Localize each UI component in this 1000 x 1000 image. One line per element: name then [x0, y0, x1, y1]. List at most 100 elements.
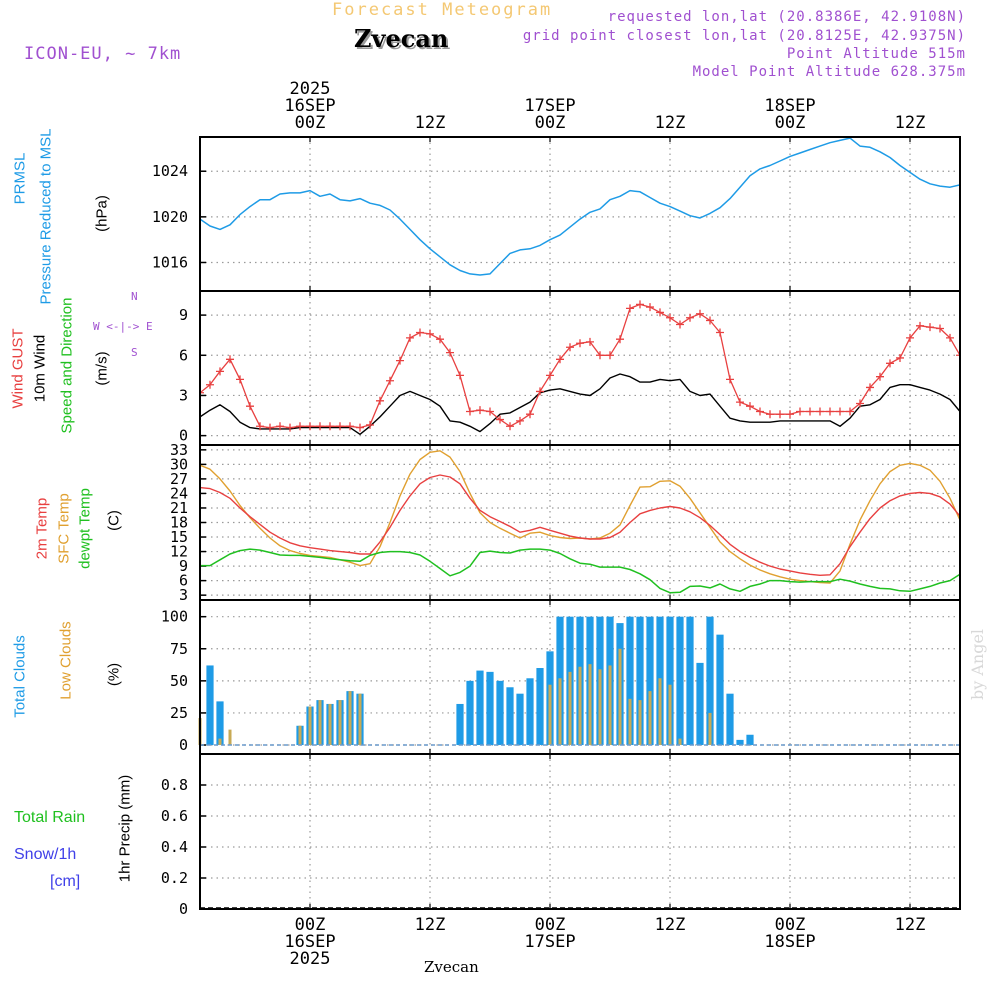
y-tick-label: 1024	[152, 162, 188, 180]
y-tick-label: 18	[170, 514, 188, 532]
total-cloud-bar	[516, 693, 524, 746]
rain-legend: Total Rain	[14, 809, 86, 826]
gust-marker	[686, 313, 694, 322]
low-cloud-bar	[638, 700, 642, 746]
gust-marker	[200, 388, 204, 397]
total-cloud-bar	[666, 616, 674, 746]
gust-marker	[316, 422, 324, 431]
y-tick-label: 27	[170, 470, 188, 488]
y-tick-label: 9	[179, 306, 188, 324]
top-time-label: 17SEP	[524, 96, 575, 116]
gust-marker	[726, 375, 734, 384]
gust-marker	[536, 387, 544, 396]
gust-marker	[296, 422, 304, 431]
total-cloud-bar	[706, 616, 714, 746]
gust-marker	[366, 420, 374, 429]
top-time-label: 18SEP	[764, 96, 815, 116]
y-tick-label: 0.6	[161, 807, 188, 825]
gust-marker	[556, 355, 564, 364]
gust-marker	[496, 415, 504, 424]
low-cloud-bar	[228, 729, 232, 746]
gust-marker	[266, 423, 274, 432]
total-cloud-bar	[676, 616, 684, 746]
snow-unit-legend: [cm]	[50, 873, 81, 890]
bottom-time-label: 12Z	[415, 915, 446, 935]
wind10-line	[200, 373, 960, 435]
watermark: by Angel	[968, 628, 987, 700]
bottom-time-label: 16SEP	[284, 932, 335, 952]
bottom-time-label: 12Z	[655, 915, 686, 935]
gust-marker	[876, 372, 884, 381]
low-cloud-bar	[558, 678, 562, 746]
gust-marker	[746, 402, 754, 411]
gust-marker	[586, 337, 594, 346]
bottom-time-label: 12Z	[895, 915, 926, 935]
low-cloud-bar	[318, 700, 322, 746]
gust-marker	[666, 313, 674, 322]
low-cloud-bar	[708, 712, 712, 746]
gust-marker	[696, 309, 704, 318]
top-time-label: 00Z	[535, 113, 566, 133]
low-cloud-bar	[298, 725, 302, 746]
total-cloud-bar	[206, 665, 214, 746]
requested-coords: requested lon,lat (20.8386E, 42.9108N)	[607, 9, 966, 25]
gust-marker	[906, 333, 914, 342]
gust-marker	[836, 407, 844, 416]
total-cloud-bar	[486, 671, 494, 746]
gust-marker	[426, 329, 434, 338]
low-cloud-bar	[548, 684, 552, 746]
gust-marker	[946, 333, 954, 342]
gust-marker	[246, 402, 254, 411]
gust-marker	[676, 320, 684, 329]
compass-we: W <-|-> E	[93, 320, 153, 333]
total-cloud-bar	[216, 701, 224, 746]
total-cloud-bar	[716, 634, 724, 746]
gust-marker	[786, 410, 794, 419]
gust-marker	[896, 353, 904, 362]
y-tick-label: 0	[179, 900, 188, 918]
gust-marker	[756, 407, 764, 416]
y-tick-label: 0.4	[161, 838, 188, 856]
y-tick-label: 0.2	[161, 869, 188, 887]
gust-marker	[356, 423, 364, 432]
gust-marker	[236, 375, 244, 384]
gust-marker	[616, 335, 624, 344]
low-cloud-bar	[618, 648, 622, 746]
y-tick-label: 30	[170, 455, 188, 473]
total-cloud-bar	[526, 678, 534, 746]
y-tick-label: 21	[170, 499, 188, 517]
y-tick-label: 9	[179, 557, 188, 575]
total-cloud-bar	[746, 734, 754, 746]
model-name: ICON-EU, ~ 7km	[24, 44, 182, 64]
gust-marker	[936, 324, 944, 333]
y-tick-label: 0	[179, 427, 188, 445]
total-cloud-bar	[646, 616, 654, 746]
gust-marker	[956, 351, 960, 360]
gust-line	[200, 303, 960, 429]
gust-marker	[776, 410, 784, 419]
gust-marker	[226, 355, 234, 364]
bottom-time-label: 00Z	[535, 915, 566, 935]
total-cloud-bar	[696, 662, 704, 746]
compass-s: S	[131, 346, 138, 359]
gust-marker	[576, 339, 584, 348]
y-tick-label: 1016	[152, 253, 188, 271]
total-cloud-bar	[726, 693, 734, 746]
gust-marker	[216, 367, 224, 376]
gust-marker	[466, 407, 474, 416]
gust-marker	[416, 328, 424, 337]
gust-marker	[486, 407, 494, 416]
bottom-time-label: 00Z	[775, 915, 806, 935]
station-name: Zvecan	[354, 24, 449, 53]
gust-marker	[656, 308, 664, 317]
y-tick-label: 24	[170, 484, 188, 502]
gust-marker	[476, 406, 484, 415]
gust-marker	[446, 348, 454, 357]
gust-marker	[806, 407, 814, 416]
low-cloud-bar	[678, 738, 682, 746]
total-cloud-bar	[686, 616, 694, 746]
gust-marker	[376, 396, 384, 405]
low-cloud-bar	[348, 691, 352, 746]
low-cloud-bar	[658, 678, 662, 746]
low-cloud-bar	[588, 664, 592, 746]
